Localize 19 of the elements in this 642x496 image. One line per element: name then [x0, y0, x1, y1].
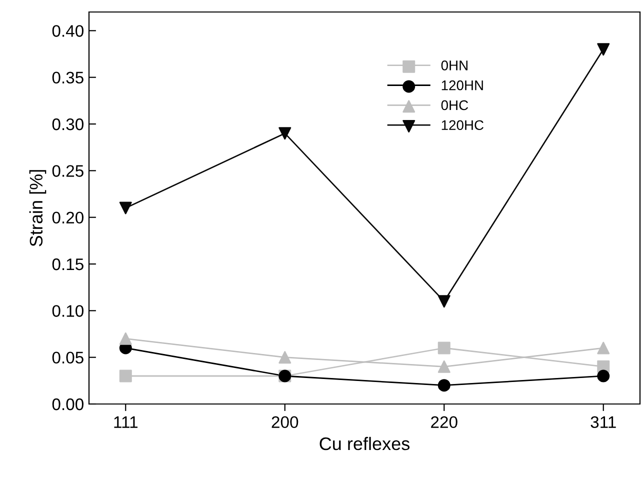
x-tick-label: 220 [431, 416, 458, 428]
legend-label: 0HN [441, 60, 468, 70]
y-tick-label: 0.35 [52, 72, 84, 84]
legend-label: 120HN [442, 80, 483, 90]
y-tick-label: 0.10 [52, 305, 84, 317]
y-tick-label: 0.00 [52, 398, 84, 410]
x-tick-label: 311 [590, 416, 616, 428]
y-tick-label: 0.05 [52, 352, 84, 364]
y-tick-label: 0.40 [52, 25, 84, 37]
legend-label: 120HC [442, 120, 484, 130]
y-tick-label: 0.30 [52, 118, 84, 130]
x-tick-label: 111 [114, 416, 138, 428]
y-tick-label: 0.25 [52, 165, 84, 177]
x-tick-label: 200 [272, 416, 298, 428]
legend-label: 0HC [441, 100, 468, 110]
x-axis-title: Cu reflexes [320, 436, 410, 450]
y-tick-label: 0.15 [52, 258, 84, 270]
y-axis-title: Strain [%] [29, 170, 46, 246]
y-tick-label: 0.20 [52, 212, 84, 224]
